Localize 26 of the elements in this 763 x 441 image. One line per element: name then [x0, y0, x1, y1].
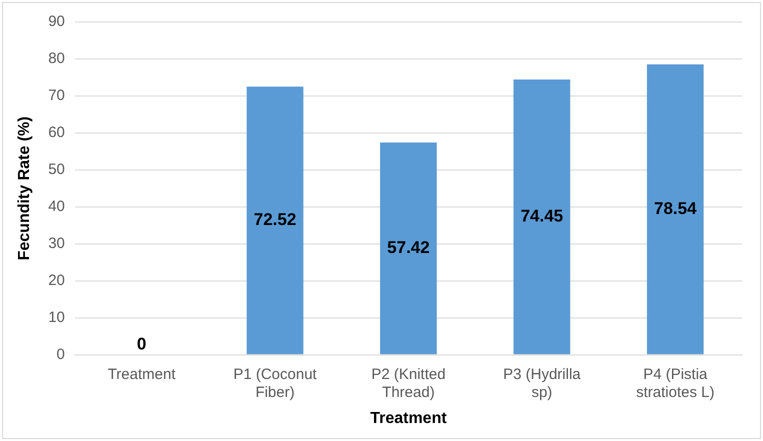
y-tick-label: 40	[48, 198, 65, 216]
x-tick-label: P1 (Coconut Fiber)	[233, 366, 318, 401]
y-tick-label: 70	[48, 87, 65, 104]
data-label: 72.52	[254, 210, 296, 230]
x-tick-label: Treatment	[108, 366, 176, 383]
y-tick-label: 0	[56, 346, 65, 363]
y-tick-label: 60	[48, 124, 65, 142]
y-tick-label: 30	[48, 235, 65, 252]
x-tick-label: P2 (Knitted Thread)	[371, 366, 446, 401]
y-tick-label: 20	[48, 272, 65, 289]
data-label: 0	[136, 334, 146, 354]
data-label: 74.45	[520, 206, 564, 226]
bar	[246, 86, 304, 354]
bar	[646, 64, 704, 354]
y-tick-label: 10	[48, 308, 65, 326]
bar	[380, 142, 437, 354]
y-tick-label: 50	[48, 161, 65, 178]
x-tick-label: P4 (Pistia stratiotes L)	[636, 366, 714, 401]
y-tick-label: 90	[48, 13, 65, 30]
bar	[514, 80, 570, 354]
data-label: 78.54	[654, 199, 698, 218]
y-tick-label: 80	[48, 50, 65, 68]
y-axis-title: Fecundity Rate (%)	[16, 116, 34, 260]
x-tick-label: P3 (Hydrilla sp)	[503, 366, 582, 401]
x-axis-title: Treatment	[370, 410, 448, 427]
data-label: 57.42	[387, 238, 430, 258]
